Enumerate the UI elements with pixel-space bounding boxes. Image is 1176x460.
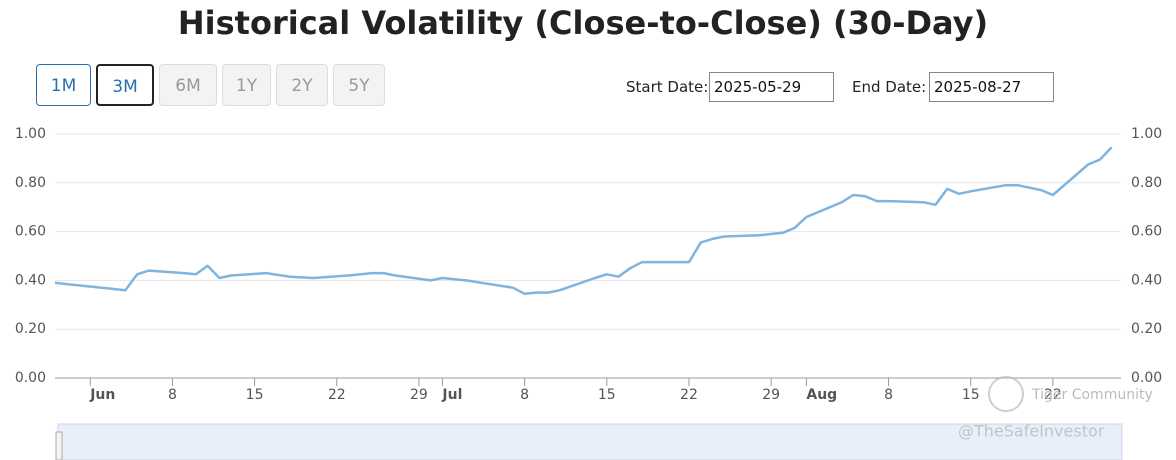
end-date-label: End Date: <box>852 78 927 96</box>
range-button[interactable]: 2Y <box>276 64 328 106</box>
start-date-input[interactable]: 2025-05-29 <box>709 72 834 102</box>
start-date-label: Start Date: <box>626 78 709 96</box>
range-button[interactable]: 1Y <box>222 64 271 106</box>
x-tick-label: 22 <box>1044 387 1062 403</box>
range-button[interactable]: 5Y <box>333 64 385 106</box>
y2-tick-label: 0.40 <box>1131 272 1162 288</box>
y2-tick-label: 0.80 <box>1131 175 1162 191</box>
range-button[interactable]: 3M <box>96 64 154 106</box>
navigator[interactable] <box>57 423 1123 460</box>
end-date-input[interactable]: 2025-08-27 <box>929 72 1054 102</box>
y-tick-label: 0.80 <box>15 175 46 191</box>
x-tick-label: 8 <box>168 387 177 403</box>
y-tick-label: 0.60 <box>15 224 46 240</box>
x-tick-label: 29 <box>762 387 780 403</box>
y-tick-label: 0.20 <box>15 321 46 337</box>
y2-tick-label: 0.00 <box>1131 370 1162 386</box>
watermark: @TheSafeInvestor <box>958 422 1105 441</box>
x-tick-label: 15 <box>962 387 980 403</box>
x-tick-label: 15 <box>598 387 616 403</box>
y2-tick-label: 0.60 <box>1131 224 1162 240</box>
x-tick-label: 15 <box>246 387 264 403</box>
x-tick-label: 29 <box>410 387 428 403</box>
watermark-logo <box>988 376 1024 412</box>
volatility-line <box>54 146 1113 296</box>
x-tick-label: 22 <box>680 387 698 403</box>
x-tick-label: Jul <box>441 387 462 403</box>
y-tick-label: 0.00 <box>15 370 46 386</box>
x-tick-label: 8 <box>884 387 893 403</box>
y-tick-label: 0.40 <box>15 272 46 288</box>
x-tick-label: Aug <box>806 387 837 403</box>
x-tick-label: 8 <box>520 387 529 403</box>
y2-tick-label: 0.20 <box>1131 321 1162 337</box>
x-tick-label: Jun <box>89 387 115 403</box>
range-button[interactable]: 6M <box>159 64 217 106</box>
chart-title: Historical Volatility (Close-to-Close) (… <box>177 4 989 42</box>
range-button[interactable]: 1M <box>36 64 91 106</box>
watermark: Tiger Community <box>1031 387 1153 403</box>
y2-tick-label: 1.00 <box>1131 126 1162 142</box>
y-tick-label: 1.00 <box>15 126 46 142</box>
x-tick-label: 22 <box>328 387 346 403</box>
navigator-handle[interactable] <box>55 431 63 460</box>
